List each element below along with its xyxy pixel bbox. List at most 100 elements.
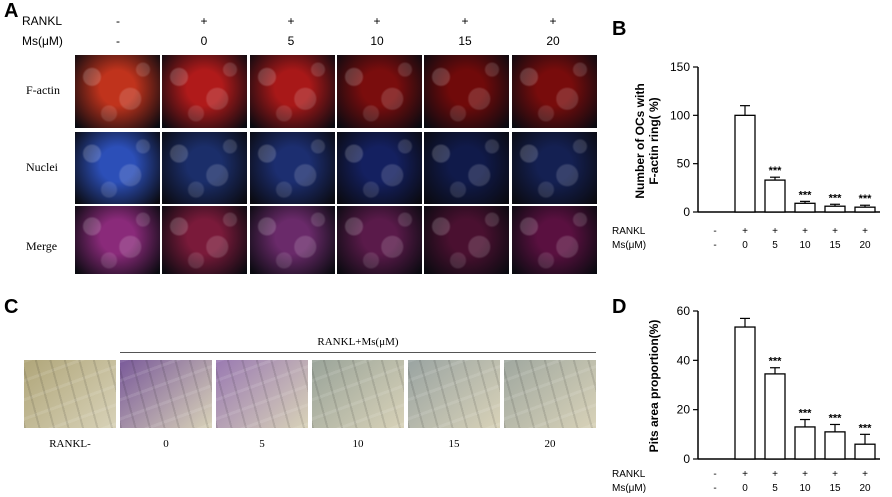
row-label-ms: Ms(μM)	[612, 483, 646, 494]
significance-3: ***	[799, 189, 813, 201]
header-value-ms-3: 10	[370, 34, 384, 48]
micrograph-nuclei-0	[75, 132, 160, 204]
tile-caption-4: 15	[448, 438, 460, 450]
rankl-value-4: +	[832, 226, 838, 237]
rankl-value-1: +	[742, 226, 748, 237]
header-value-rankl-0: -	[116, 14, 120, 28]
rankl-value-5: +	[862, 226, 868, 237]
significance-2: ***	[769, 165, 783, 177]
micrograph-nuclei-3	[337, 132, 422, 204]
y-tick-label-2: 100	[670, 108, 690, 122]
micrograph-merge-1	[162, 206, 247, 274]
resorption-tile-5	[504, 360, 596, 428]
rankl-value-1: +	[742, 469, 748, 480]
micrograph-f-actin-4	[424, 55, 509, 128]
chart-d: 0 20 40 60 Pits area proportion(%) - - +0 *** +5 *…	[612, 304, 880, 494]
y-tick-label-3: 150	[670, 60, 690, 74]
ms-value-1: 0	[742, 483, 748, 494]
row-label-rankl: RANKL	[612, 226, 646, 237]
significance-2: ***	[769, 356, 783, 368]
significance-5: ***	[859, 422, 873, 434]
row-label-f-actin: F-actin	[26, 83, 60, 97]
header-value-ms-1: 0	[200, 34, 208, 48]
micrograph-nuclei-1	[162, 132, 247, 204]
ms-value-3: 10	[799, 240, 811, 251]
group-bracket-line	[120, 352, 596, 353]
ms-value-2: 5	[772, 240, 778, 251]
resorption-tile-3	[312, 360, 404, 428]
micrograph-nuclei-2	[250, 132, 335, 204]
resorption-tile-4	[408, 360, 500, 428]
y-axis-label-line-1: F-actin ring( %)	[647, 97, 661, 184]
micrograph-f-actin-2	[250, 55, 335, 128]
ms-value-5: 20	[859, 483, 871, 494]
ms-value-2: 5	[772, 483, 778, 494]
header-value-rankl-3: +	[373, 14, 381, 28]
micrograph-nuclei-4	[424, 132, 509, 204]
ms-value-1: 0	[742, 240, 748, 251]
bar-4	[824, 205, 846, 213]
bar-5	[854, 206, 876, 213]
micrograph-merge-2	[250, 206, 335, 274]
header-value-rankl-5: +	[549, 14, 557, 28]
y-tick-label-0: 0	[683, 452, 690, 466]
micrograph-merge-5	[512, 206, 597, 274]
header-label-ms: Ms(μM)	[22, 34, 63, 48]
resorption-tile-2	[216, 360, 308, 428]
bar-3	[794, 426, 816, 460]
ms-value-3: 10	[799, 483, 811, 494]
ms-value-4: 15	[829, 483, 841, 494]
bar-2	[764, 373, 786, 460]
rankl-value-4: +	[832, 469, 838, 480]
panel-letter-a: A	[4, 0, 19, 22]
micrograph-merge-0	[75, 206, 160, 274]
micrograph-merge-4	[424, 206, 509, 274]
ms-value-0: -	[713, 240, 716, 251]
rankl-value-2: +	[772, 469, 778, 480]
rankl-value-5: +	[862, 469, 868, 480]
tile-caption-5: 20	[544, 438, 556, 450]
resorption-tile-1	[120, 360, 212, 428]
micrograph-f-actin-1	[162, 55, 247, 128]
ms-value-5: 20	[859, 240, 871, 251]
rankl-value-0: -	[713, 469, 716, 480]
header-value-ms-5: 20	[546, 34, 560, 48]
y-axis-label-line-0: Pits area proportion(%)	[647, 320, 661, 453]
row-label-merge: Merge	[26, 239, 58, 253]
tile-caption-2: 5	[259, 438, 265, 450]
y-tick-label-0: 0	[683, 205, 690, 219]
bar-3	[794, 202, 816, 213]
header-value-rankl-1: +	[200, 14, 208, 28]
tile-caption-3: 10	[352, 438, 364, 450]
panel-letter-c: C	[4, 296, 19, 318]
micrograph-f-actin-5	[512, 55, 597, 128]
ms-value-4: 15	[829, 240, 841, 251]
header-value-ms-4: 15	[458, 34, 472, 48]
header-value-rankl-4: +	[461, 14, 469, 28]
significance-4: ***	[829, 192, 843, 204]
header-value-ms-0: -	[116, 34, 120, 48]
ms-value-0: -	[713, 483, 716, 494]
micrograph-nuclei-5	[512, 132, 597, 204]
significance-4: ***	[829, 412, 843, 424]
row-label-rankl: RANKL	[612, 469, 646, 480]
micrograph-f-actin-0	[75, 55, 160, 128]
header-label-rankl: RANKL	[22, 14, 63, 28]
y-tick-label-2: 40	[677, 353, 691, 367]
y-tick-label-1: 20	[677, 403, 691, 417]
bar-4	[824, 431, 846, 460]
micrograph-f-actin-3	[337, 55, 422, 128]
tile-caption-0: RANKL-	[49, 438, 91, 450]
rankl-value-0: -	[713, 226, 716, 237]
rankl-value-3: +	[802, 226, 808, 237]
y-tick-label-3: 60	[677, 304, 691, 318]
y-tick-label-1: 50	[677, 157, 691, 171]
panel-letter-b: B	[612, 18, 627, 40]
significance-5: ***	[859, 193, 873, 205]
group-label: RANKL+Ms(μM)	[317, 336, 399, 348]
micrograph-merge-3	[337, 206, 422, 274]
panel-letter-d: D	[612, 296, 627, 318]
bar-5	[854, 443, 876, 460]
bar-2	[764, 179, 786, 213]
